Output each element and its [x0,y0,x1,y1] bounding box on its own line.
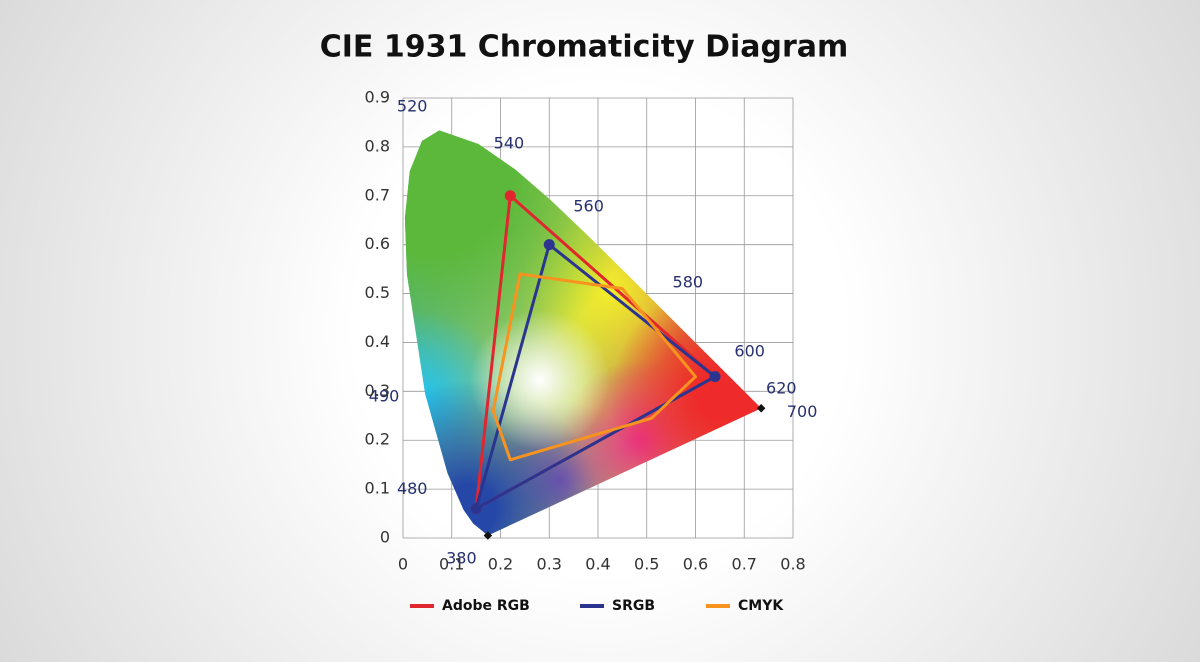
y-tick-label: 0.5 [365,283,390,302]
wavelength-label: 560 [573,196,604,215]
wavelength-label: 600 [734,342,765,361]
y-tick-label: 0.9 [365,88,390,107]
legend-label: CMYK [738,598,784,614]
legend-label: Adobe RGB [442,598,530,614]
wavelength-label: 700 [787,402,818,421]
locus-endpoint [756,404,766,413]
x-tick-label: 0 [398,555,408,574]
legend-label: SRGB [612,598,655,614]
chart-title: CIE 1931 Chromaticity Diagram [320,30,849,65]
x-tick-label: 0.3 [537,555,562,574]
x-tick-label: 0.7 [732,555,757,574]
wavelength-label: 480 [397,479,428,498]
wavelength-label: 490 [369,386,400,405]
y-tick-label: 0.6 [365,234,390,253]
x-tick-label: 0.2 [488,555,513,574]
wavelength-label: 540 [494,133,525,152]
y-tick-label: 0.4 [365,332,390,351]
y-tick-label: 0.3 [365,381,390,400]
wavelength-label: 580 [673,273,704,292]
y-tick-label: 0.1 [365,479,390,498]
y-tick-label: 0 [380,528,390,547]
x-tick-label: 0.5 [634,555,659,574]
y-tick-label: 0.7 [365,185,390,204]
x-tick-label: 0.6 [683,555,708,574]
y-tick-label: 0.8 [365,136,390,155]
gamut-outline [474,243,717,511]
x-tick-label: 0.1 [439,555,464,574]
gamut-vertex [709,371,721,383]
x-tick-label: 0.4 [585,555,610,574]
gamut-outline [491,272,697,462]
wavelength-label: 520 [397,97,428,116]
gamut-vertex [543,239,555,251]
wavelength-label: 380 [446,549,477,568]
wavelength-label: 620 [766,378,797,397]
gamut-vertex [470,503,482,515]
locus-endpoint [483,531,493,540]
gamut-vertex [504,190,516,202]
x-tick-label: 0.8 [780,555,805,574]
y-tick-label: 0.2 [365,430,390,449]
